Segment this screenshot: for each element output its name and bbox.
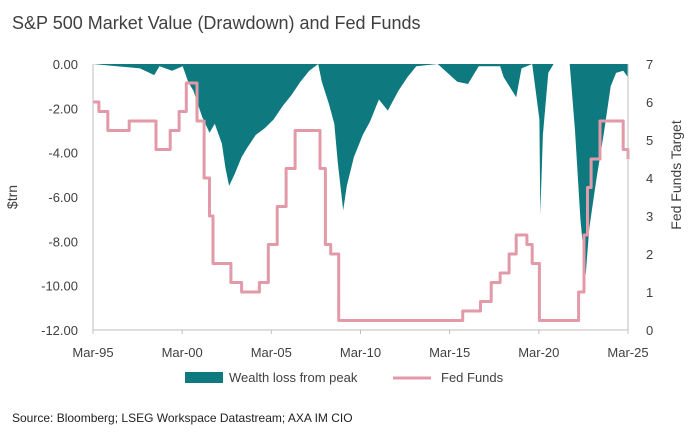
left-y-tick-label: -4.00	[48, 146, 78, 161]
wealth-loss-area-layer	[93, 64, 628, 275]
left-y-tick-label: -2.00	[48, 101, 78, 116]
chart-title: S&P 500 Market Value (Drawdown) and Fed …	[12, 13, 421, 33]
x-tick-label: Mar-95	[72, 345, 113, 360]
legend-swatch-wealth-loss	[185, 372, 223, 383]
left-y-tick-label: -10.00	[41, 279, 78, 294]
x-tick-label: Mar-10	[340, 345, 381, 360]
right-y-tick-label: 3	[646, 209, 653, 224]
left-y-axis-label: $trn	[4, 185, 20, 209]
right-y-tick-label: 4	[646, 171, 653, 186]
right-y-axis-label: Fed Funds Target	[668, 120, 684, 230]
right-y-tick-labels: 0 1 2 3 4 5 6 7	[646, 57, 653, 338]
right-y-tick-label: 0	[646, 323, 653, 338]
left-y-tick-label: -8.00	[48, 234, 78, 249]
legend: Wealth loss from peak Fed Funds	[185, 370, 504, 385]
series-fed-funds-line	[93, 81, 630, 322]
legend-label-wealth-loss: Wealth loss from peak	[229, 370, 358, 385]
right-y-tick-label: 2	[646, 247, 653, 262]
left-y-tick-label: -12.00	[41, 323, 78, 338]
x-tick-label: Mar-00	[162, 345, 203, 360]
x-tick-label: Mar-25	[607, 345, 648, 360]
left-y-tick-label: -6.00	[48, 190, 78, 205]
x-tick-label: Mar-15	[429, 345, 470, 360]
x-tick-label: Mar-20	[518, 345, 559, 360]
right-y-tick-label: 6	[646, 95, 653, 110]
right-y-tick-label: 1	[646, 285, 653, 300]
left-y-tick-label: 0.00	[53, 57, 78, 72]
right-y-tick-label: 7	[646, 57, 653, 72]
left-y-tick-labels: 0.00 -2.00 -4.00 -6.00 -8.00 -10.00 -12.00	[41, 57, 78, 338]
x-tick-labels: Mar-95 Mar-00 Mar-05 Mar-10 Mar-15 Mar-20 Mar-…	[72, 330, 649, 360]
legend-label-fed-funds: Fed Funds	[441, 370, 504, 385]
source-note: Source: Bloomberg; LSEG Workspace Datast…	[12, 411, 353, 425]
x-tick-label: Mar-05	[251, 345, 292, 360]
right-y-tick-label: 5	[646, 133, 653, 148]
series-wealth-loss-area	[93, 64, 628, 275]
fed-funds-line-layer	[93, 81, 630, 322]
